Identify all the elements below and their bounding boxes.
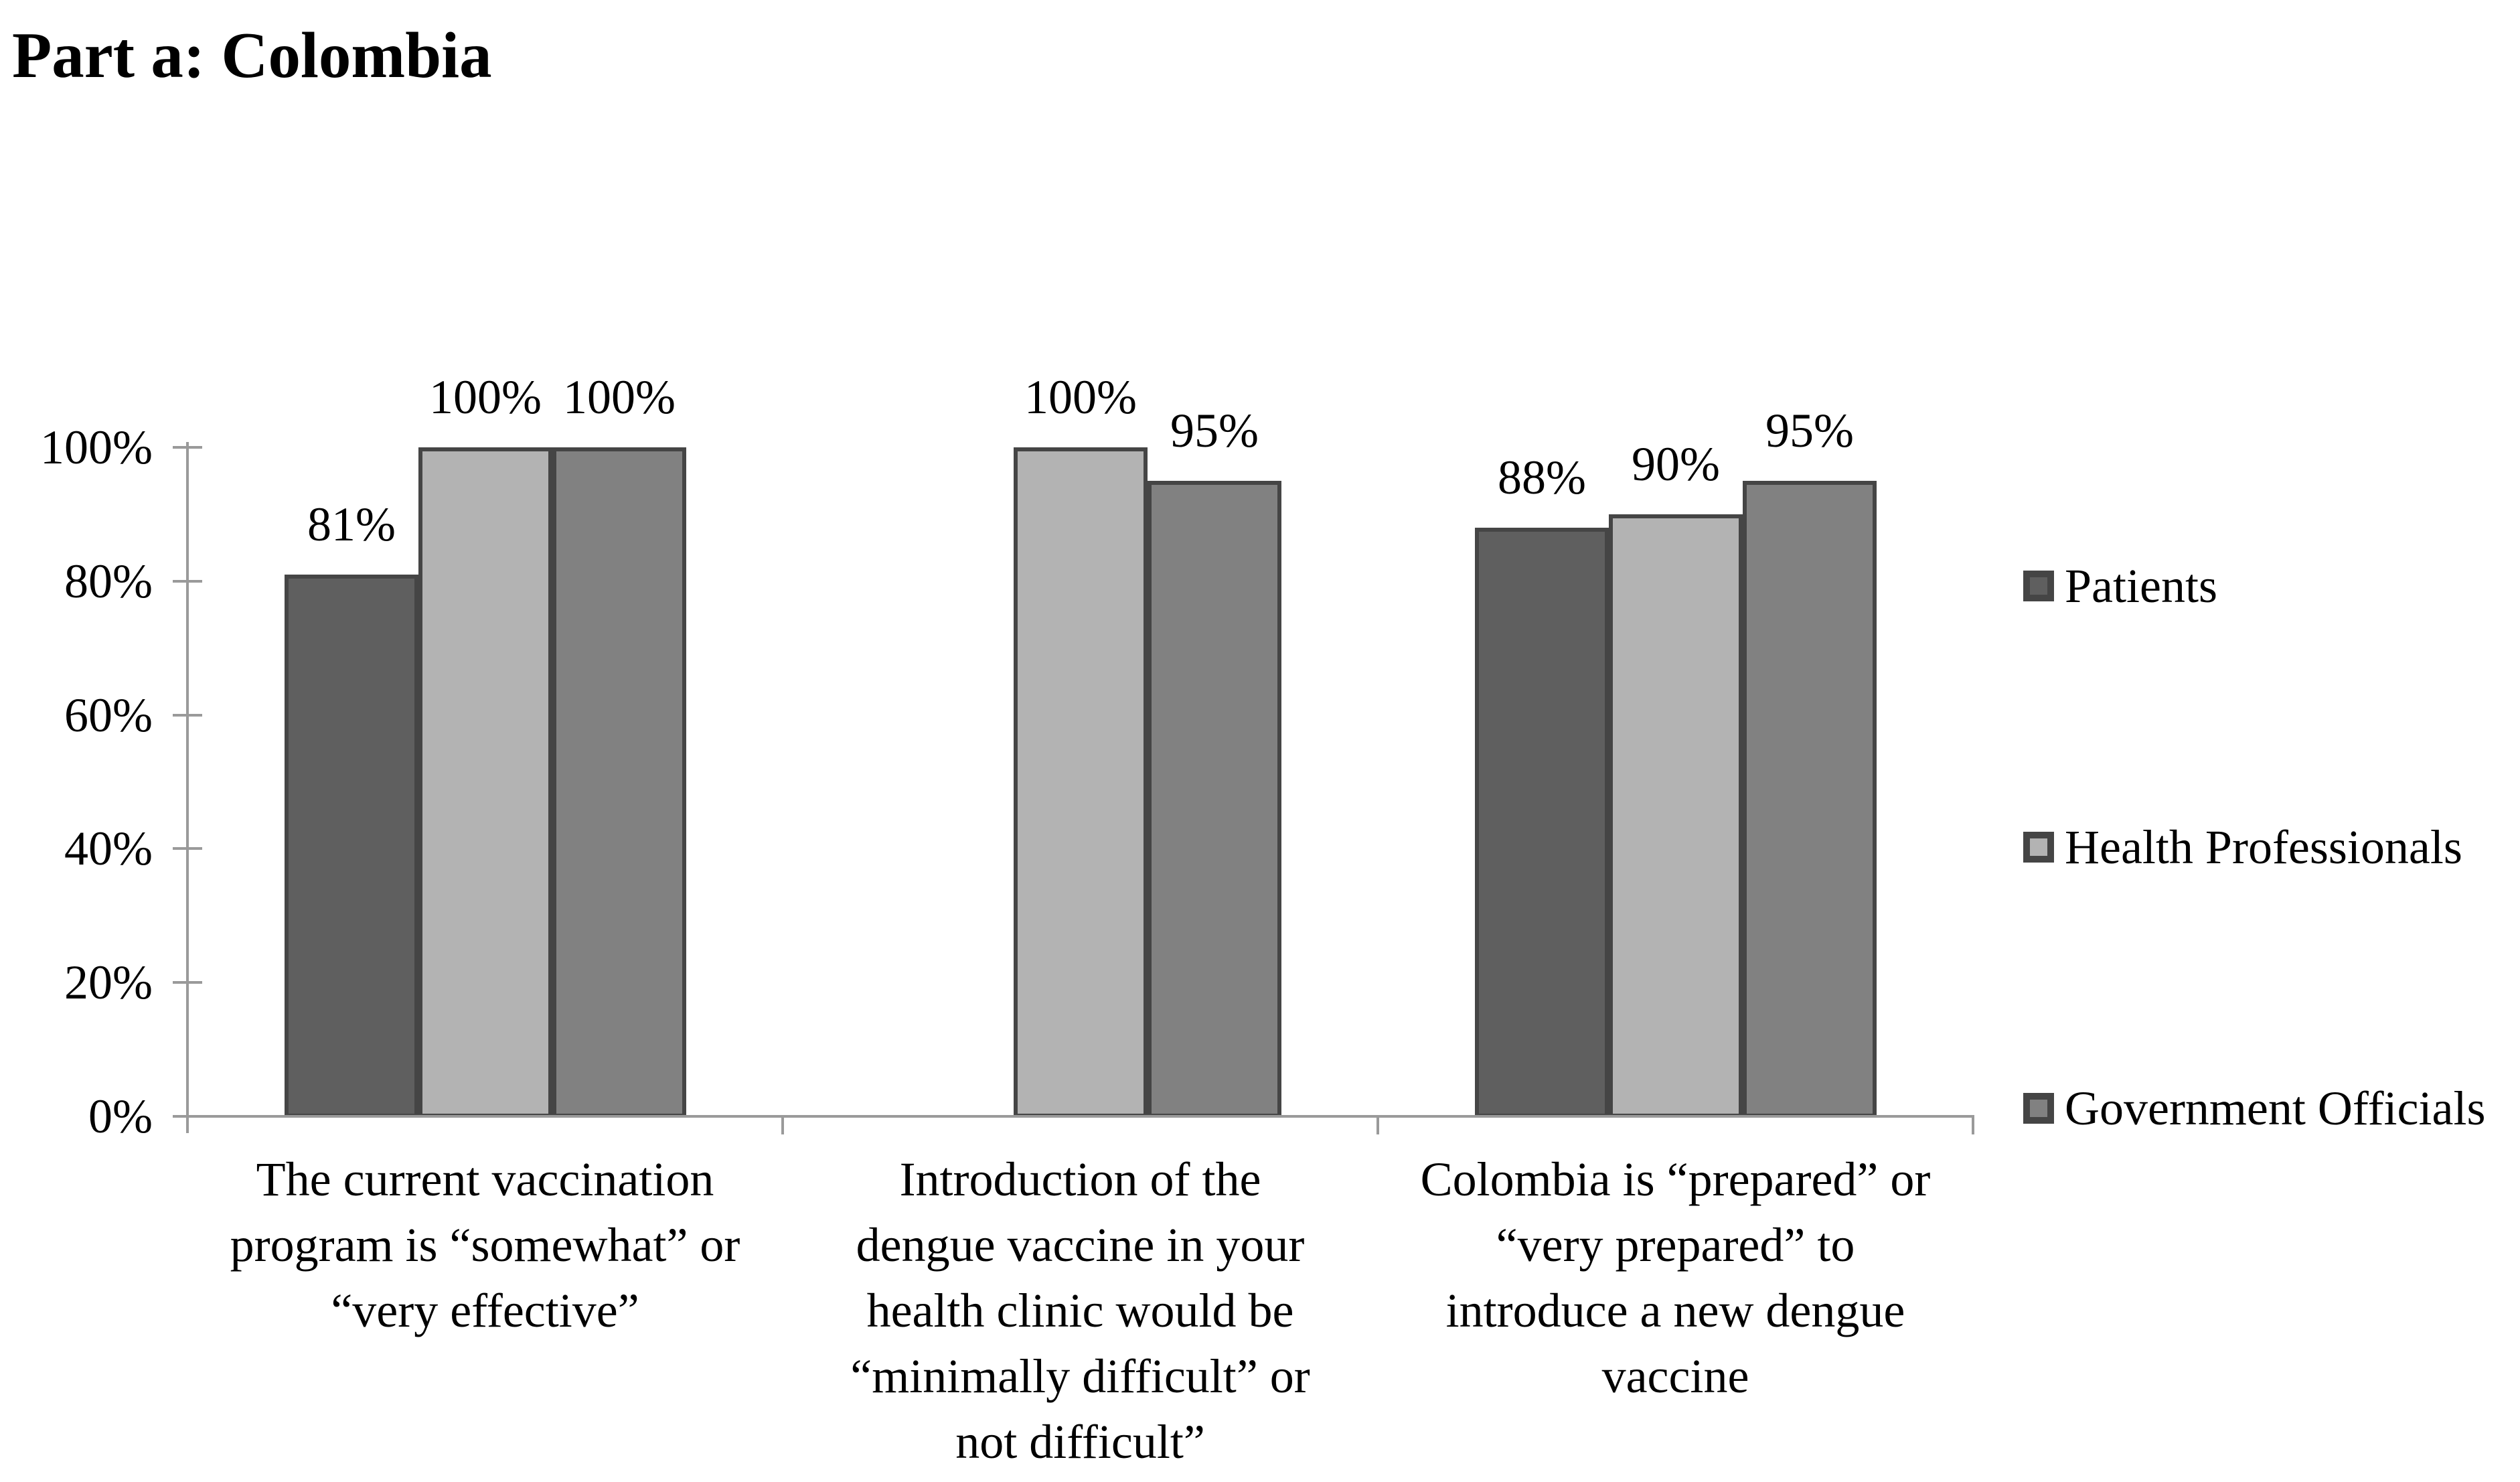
y-tick xyxy=(173,1115,202,1118)
bar-value-label: 95% xyxy=(1170,404,1259,457)
bar-value-label: 95% xyxy=(1765,404,1854,457)
category-label: Colombia is “prepared” or “very prepared… xyxy=(1420,1153,1931,1403)
bar-health-professionals xyxy=(1609,514,1743,1118)
bar-health-professionals xyxy=(418,447,552,1118)
bar-patients xyxy=(285,575,418,1118)
legend-item: Health Professionals xyxy=(2023,820,2462,874)
legend-swatch xyxy=(2023,832,2054,863)
x-tick xyxy=(1972,1116,1974,1134)
legend-label: Health Professionals xyxy=(2065,820,2462,874)
legend-item: Government Officials xyxy=(2023,1082,2486,1135)
bar-government-officials xyxy=(1148,481,1281,1118)
bar-government-officials xyxy=(1743,481,1877,1118)
y-tick-label: 0% xyxy=(88,1090,153,1143)
bar-value-label: 100% xyxy=(429,370,542,424)
legend-item: Patients xyxy=(2023,559,2217,613)
category-label: The current vaccination program is “some… xyxy=(230,1153,740,1337)
bar-government-officials xyxy=(552,447,686,1118)
x-tick xyxy=(781,1116,784,1134)
y-tick xyxy=(173,580,202,583)
bar-value-label: 100% xyxy=(563,370,676,424)
legend-label: Government Officials xyxy=(2065,1082,2486,1135)
bar-value-label: 88% xyxy=(1498,451,1586,504)
y-tick-label: 40% xyxy=(64,822,153,875)
x-axis xyxy=(186,1115,1974,1118)
y-tick-label: 60% xyxy=(64,688,153,742)
page-title: Part a: Colombia xyxy=(12,19,492,91)
x-tick xyxy=(1376,1116,1379,1134)
legend: Patients Health Professionals Government O… xyxy=(2023,0,2520,1482)
legend-label: Patients xyxy=(2065,559,2217,613)
bar-health-professionals xyxy=(1014,447,1148,1118)
y-tick-label: 80% xyxy=(64,554,153,608)
y-tick xyxy=(173,981,202,984)
y-tick-label: 20% xyxy=(64,956,153,1009)
y-tick xyxy=(173,847,202,850)
bar-patients xyxy=(1475,528,1609,1118)
bar-value-label: 81% xyxy=(307,498,396,551)
legend-swatch xyxy=(2023,1093,2054,1124)
y-axis xyxy=(186,442,189,1133)
bar-value-label: 100% xyxy=(1024,370,1137,424)
category-label: Introduction of the dengue vaccine in yo… xyxy=(850,1153,1310,1469)
bar-value-label: 90% xyxy=(1632,437,1720,491)
legend-swatch xyxy=(2023,571,2054,601)
y-tick xyxy=(173,714,202,717)
y-tick xyxy=(173,446,202,449)
y-tick-label: 100% xyxy=(40,421,153,474)
